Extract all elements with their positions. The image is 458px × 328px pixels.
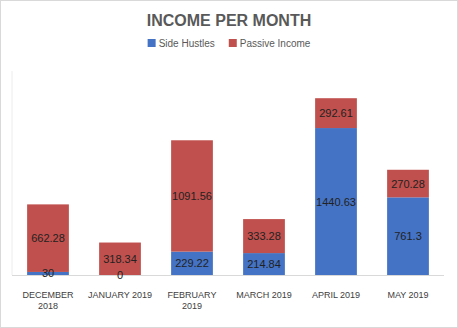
x-tick-label: MAY 2019 xyxy=(387,290,428,300)
legend-label: Passive Income xyxy=(240,38,311,49)
data-label: 0 xyxy=(117,269,123,281)
title: INCOME PER MONTH xyxy=(147,12,311,29)
bar xyxy=(243,253,285,275)
y-axis-line xyxy=(12,71,13,275)
bar xyxy=(171,252,213,275)
bar xyxy=(387,197,429,275)
legend-swatch xyxy=(229,39,237,47)
legend-item: Passive Income xyxy=(229,38,311,49)
data-label: 333.28 xyxy=(247,230,281,242)
bar xyxy=(387,170,429,198)
x-tick-label-line: 2018 xyxy=(38,301,58,311)
data-label: 30 xyxy=(42,267,54,279)
data-label: 270.28 xyxy=(391,178,425,190)
legend: Side Hustles Passive Income xyxy=(148,38,311,49)
x-tick-label-line: DECEMBER xyxy=(22,290,74,300)
chart-frame xyxy=(1,1,458,328)
x-axis-line xyxy=(12,275,444,276)
legend-swatch xyxy=(148,39,156,47)
x-tick-label: JANUARY 2019 xyxy=(88,290,152,300)
bar xyxy=(243,219,285,253)
data-label: 229.22 xyxy=(175,257,209,269)
bar xyxy=(27,204,69,272)
x-tick-label-line: 2019 xyxy=(182,301,202,311)
data-label: 1091.56 xyxy=(172,190,212,202)
data-label: 318.34 xyxy=(103,253,137,265)
bar xyxy=(315,98,357,128)
x-tick-label: APRIL 2019 xyxy=(312,290,360,300)
x-tick-label: MARCH 2019 xyxy=(236,290,292,300)
x-tick-label: FEBRUARY2019 xyxy=(168,290,217,311)
x-tick-label-line: FEBRUARY xyxy=(168,290,217,300)
data-label: 662.28 xyxy=(31,232,65,244)
legend-label: Side Hustles xyxy=(159,38,215,49)
legend-item: Side Hustles xyxy=(148,38,215,49)
x-tick-label: DECEMBER2018 xyxy=(22,290,74,311)
bar xyxy=(171,140,213,251)
data-label: 1440.63 xyxy=(316,196,356,208)
data-label: 761.3 xyxy=(394,230,422,242)
data-label: 292.61 xyxy=(319,107,353,119)
bars xyxy=(27,98,429,275)
data-label: 214.84 xyxy=(247,258,281,270)
chart: INCOME PER MONTH Side Hustles Passive Inco… xyxy=(0,0,458,328)
data-labels: 30 0 229.22 214.84 1440.63 761.3 662.28 318.34 1… xyxy=(31,107,425,281)
bar xyxy=(315,128,357,275)
